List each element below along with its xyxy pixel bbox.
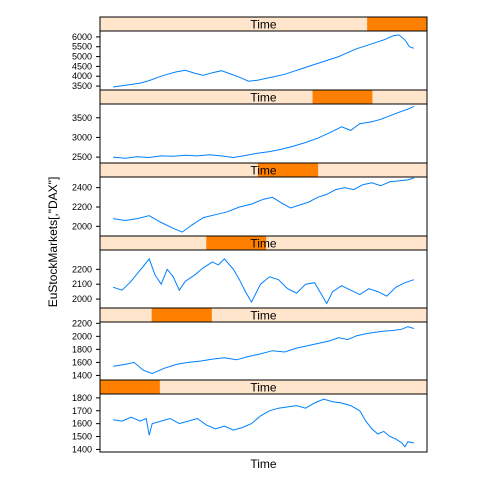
y-tick-label: 2200: [72, 318, 92, 328]
y-tick-label: 2500: [72, 152, 92, 162]
panel-border: [99, 103, 428, 164]
y-tick-label: 4500: [72, 61, 92, 71]
strip-range-indicator: [100, 380, 160, 394]
series-line: [112, 257, 415, 305]
y-tick-label: 1400: [72, 444, 92, 454]
series-line: [113, 34, 415, 88]
strip-label: Time: [250, 237, 277, 251]
strip-range-indicator: [151, 308, 212, 322]
y-tick-label: 3500: [72, 81, 92, 91]
y-tick-label: 3500: [72, 113, 92, 123]
y-tick-label: 5000: [72, 52, 92, 62]
y-tick-label: 1600: [72, 357, 92, 367]
y-tick-label: 1800: [72, 344, 92, 354]
strip-range-indicator: [312, 90, 373, 104]
series-line: [113, 326, 415, 375]
x-axis-label: Time: [250, 457, 277, 471]
y-axis-label: EuStockMarkets[,"DAX"]: [46, 177, 60, 308]
y-tick-label: 2400: [72, 183, 92, 193]
panel-border: [99, 176, 428, 237]
y-tick-label: 4000: [72, 71, 92, 81]
series-line: [113, 177, 415, 233]
strip-range-indicator: [257, 163, 319, 177]
strip-label: Time: [250, 91, 277, 105]
strip-label: Time: [250, 164, 277, 178]
y-tick-label: 2000: [72, 294, 92, 304]
strip-label: Time: [250, 18, 277, 32]
y-tick-label: 1800: [72, 393, 92, 403]
strip-range-indicator: [367, 17, 427, 31]
y-tick-label: 1600: [72, 419, 92, 429]
strip-background: [100, 17, 427, 31]
strip-background: [100, 380, 427, 394]
panel-border: [99, 321, 428, 381]
panel-border: [99, 393, 428, 453]
y-tick-label: 2000: [72, 221, 92, 231]
strip-label: Time: [250, 381, 277, 395]
y-tick-label: 1500: [72, 432, 92, 442]
y-tick-label: 1700: [72, 406, 92, 416]
y-tick-label: 2200: [72, 264, 92, 274]
y-tick-label: 3000: [72, 132, 92, 142]
y-tick-label: 2100: [72, 279, 92, 289]
y-tick-label: 2000: [72, 331, 92, 341]
y-tick-label: 5500: [72, 42, 92, 52]
series-line: [113, 105, 415, 159]
y-tick-label: 6000: [72, 32, 92, 42]
series-line: [113, 398, 415, 448]
strip-range-indicator: [206, 236, 267, 250]
strip-label: Time: [250, 309, 277, 323]
y-tick-label: 2200: [72, 202, 92, 212]
y-tick-label: 1400: [72, 370, 92, 380]
